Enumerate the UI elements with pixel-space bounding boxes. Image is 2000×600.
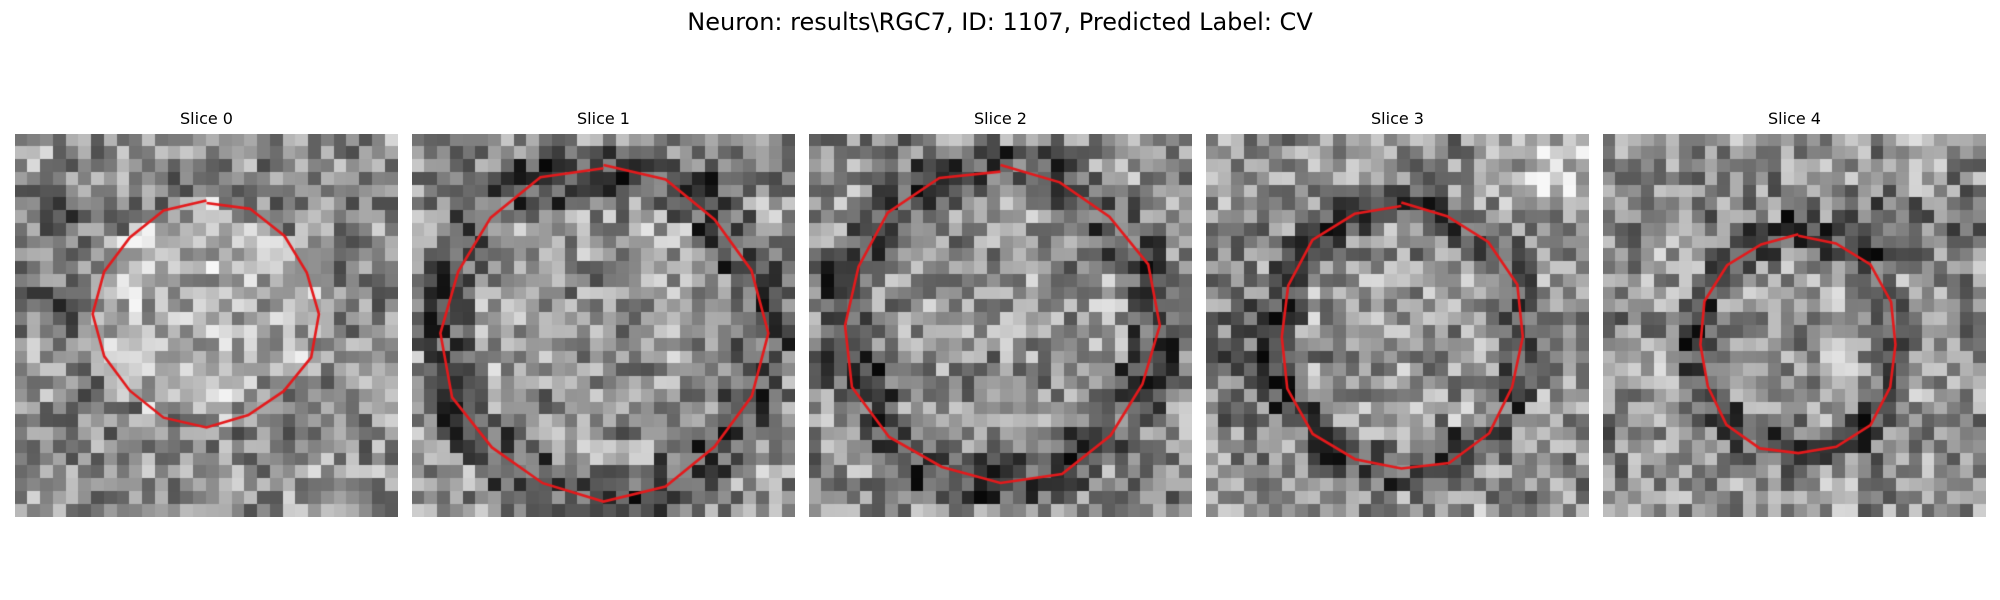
slice-image-0: [15, 134, 398, 517]
slice-panel-2: Slice 2: [809, 109, 1192, 519]
slice-title-4: Slice 4: [1768, 109, 1821, 128]
slice-title-3: Slice 3: [1371, 109, 1424, 128]
slice-image-1: [412, 134, 795, 517]
slice-image-2: [809, 134, 1192, 517]
slice-panel-0: Slice 0: [15, 109, 398, 519]
slice-image-3: [1206, 134, 1589, 517]
slice-panel-4: Slice 4: [1603, 109, 1986, 519]
slice-panel-3: Slice 3: [1206, 109, 1589, 519]
slice-title-2: Slice 2: [974, 109, 1027, 128]
slice-panel-1: Slice 1: [412, 109, 795, 519]
slice-title-0: Slice 0: [180, 109, 233, 128]
figure-title: Neuron: results\RGC7, ID: 1107, Predicte…: [687, 8, 1313, 36]
slice-image-4: [1603, 134, 1986, 517]
slice-title-1: Slice 1: [577, 109, 630, 128]
